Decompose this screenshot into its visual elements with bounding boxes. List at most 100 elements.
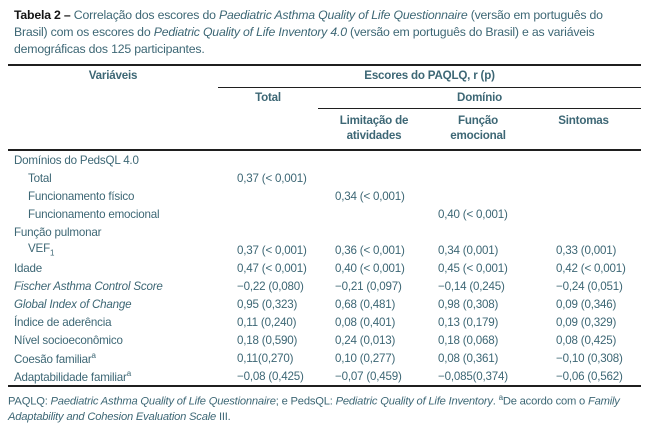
col-header-limitacao-atividades: Limitação de atividades [318,108,430,151]
cell-total: 0,95 (0,323) [237,297,298,311]
table-row: Domínios do PedsQL 4.0 [8,150,641,169]
correlation-table: Variáveis Escores do PAQLQ, r (p) Total … [8,64,642,387]
cell-sintomas: −0,10 (0,308) [556,351,623,365]
col-header-variaveis: Variáveis [8,65,218,151]
table-row: Global Index of Change 0,95 (0,323) 0,68… [8,295,641,313]
row-label: VEF1 [28,242,55,258]
col-header-sintomas: Sintomas [526,108,642,151]
cell-limitacao [318,169,430,187]
cell-total: −0,08 (0,425) [237,369,304,383]
cell-funcao: 0,34 (0,001) [438,243,499,257]
cell-sintomas: 0,42 (< 0,001) [556,261,626,275]
cell-total: 0,18 (0,590) [237,333,298,347]
caption-text-1: Correlação dos escores do [73,8,219,22]
table-row: Idade 0,47 (< 0,001) 0,40 (< 0,001) 0,45… [8,259,641,277]
cell-total [218,150,318,169]
cell-funcao: 0,45 (< 0,001) [438,261,508,275]
cell-sintomas: 0,33 (0,001) [556,243,617,257]
cell-sintomas: 0,09 (0,329) [556,315,617,329]
cell-sintomas: 0,09 (0,346) [556,297,617,311]
row-label: Global Index of Change [14,297,132,311]
cell-sintomas [526,187,641,205]
cell-funcao: −0,14 (0,245) [438,279,505,293]
table-row: Funcionamento emocional 0,40 (< 0,001) [8,205,641,223]
cell-funcao: −0,085(0,374) [438,369,508,383]
cell-limitacao: 0,24 (0,013) [335,333,396,347]
cell-total: 0,47 (< 0,001) [237,261,307,275]
col-header-total: Total [218,87,318,151]
cell-total: 0,11(0,270) [237,351,294,365]
row-label: Fischer Asthma Control Score [14,279,163,293]
cell-total: 0,11 (0,240) [237,315,297,329]
caption-italic-1: Paediatric Asthma Quality of Life Questi… [218,8,468,22]
cell-total [218,223,318,241]
row-label: Função pulmonar [14,225,102,239]
cell-sintomas: 0,08 (0,425) [556,333,617,347]
table-row: Fischer Asthma Control Score −0,22 (0,08… [8,277,641,295]
cell-funcao [430,223,526,241]
cell-funcao: 0,40 (< 0,001) [438,207,508,221]
cell-sintomas [526,223,641,241]
footnote-italic-2: Pediatric Quality of Life Inventory [335,395,493,408]
caption-text-3: (versão em português do Brasil) e as var… [14,25,595,56]
table-row: Índice de aderência 0,11 (0,240) 0,08 (0… [8,313,641,331]
caption-number: Tabela 2 – [14,8,74,22]
vef-subscript: 1 [49,248,55,258]
cell-total: −0,22 (0,080) [237,279,304,293]
cell-sintomas: −0,06 (0,562) [556,369,623,383]
cell-funcao [430,169,526,187]
cell-limitacao: 0,40 (< 0,001) [335,261,405,275]
caption-italic-2: Pediatric Quality of Life Inventory 4.0 [153,25,347,39]
cell-sintomas: −0,24 (0,051) [556,279,623,293]
footnote-text-4: De acordo com o [502,395,588,408]
footnote-marker: a [498,393,503,402]
cell-limitacao: 0,34 (< 0,001) [335,189,405,203]
cell-total [218,205,318,223]
footnote-text-3: . [492,395,499,408]
cell-funcao: 0,13 (0,179) [438,315,499,329]
table-row: Total 0,37 (< 0,001) [8,169,641,187]
cell-funcao: 0,18 (0,068) [438,333,499,347]
cell-total: 0,37 (< 0,001) [237,171,307,185]
col-header-dominio: Domínio [318,87,642,109]
cell-limitacao [318,205,430,223]
cell-sintomas [526,150,641,169]
row-label: Funcionamento físico [28,189,135,203]
footnote-italic-1: Paediatric Asthma Quality of Life Questi… [50,395,276,408]
footnote-text-2: ; e PedsQL: [275,395,336,408]
cell-sintomas [526,205,641,223]
cell-limitacao: 0,68 (0,481) [335,297,396,311]
table-row: Nível socioeconômico 0,18 (0,590) 0,24 (… [8,331,641,349]
col-header-escores-paqlq: Escores do PAQLQ, r (p) [218,65,642,88]
row-label: Adaptabilidade familiara [14,368,131,384]
cell-total [218,187,318,205]
row-label: Idade [14,261,43,275]
footnote-marker: a [126,368,131,378]
cell-limitacao [318,150,430,169]
table-footnote: PAQLQ: Paediatric Asthma Quality of Life… [8,390,641,425]
row-label: Nível socioeconômico [14,333,123,347]
table-row: Funcionamento físico 0,34 (< 0,001) [8,187,641,205]
caption-text-2: (versão em português do Brasil) com os e… [14,8,603,39]
footnote-marker: a [91,350,96,360]
cell-funcao [430,150,526,169]
row-label: Índice de aderência [14,315,112,329]
footnote-text-1: PAQLQ: [8,395,51,408]
row-label: Funcionamento emocional [28,207,160,221]
table-row: Adaptabilidade familiara −0,08 (0,425) −… [8,367,641,386]
row-label: Domínios do PedsQL 4.0 [14,153,139,167]
cell-funcao [430,187,526,205]
cell-limitacao: 0,10 (0,277) [335,351,396,365]
col-header-funcao-emocional: Função emocional [430,108,526,151]
table-row: VEF1 0,37 (< 0,001) 0,36 (< 0,001) 0,34 … [8,241,641,259]
cell-limitacao: 0,36 (< 0,001) [335,243,405,257]
cell-funcao: 0,08 (0,361) [438,351,499,365]
row-label: Total [28,171,52,185]
table-row: Função pulmonar [8,223,641,241]
cell-limitacao [318,223,430,241]
row-label: Coesão familiara [14,350,96,366]
cell-funcao: 0,98 (0,308) [438,297,499,311]
cell-limitacao: −0,07 (0,459) [335,369,402,383]
table-row: Coesão familiara 0,11(0,270) 0,10 (0,277… [8,349,641,367]
